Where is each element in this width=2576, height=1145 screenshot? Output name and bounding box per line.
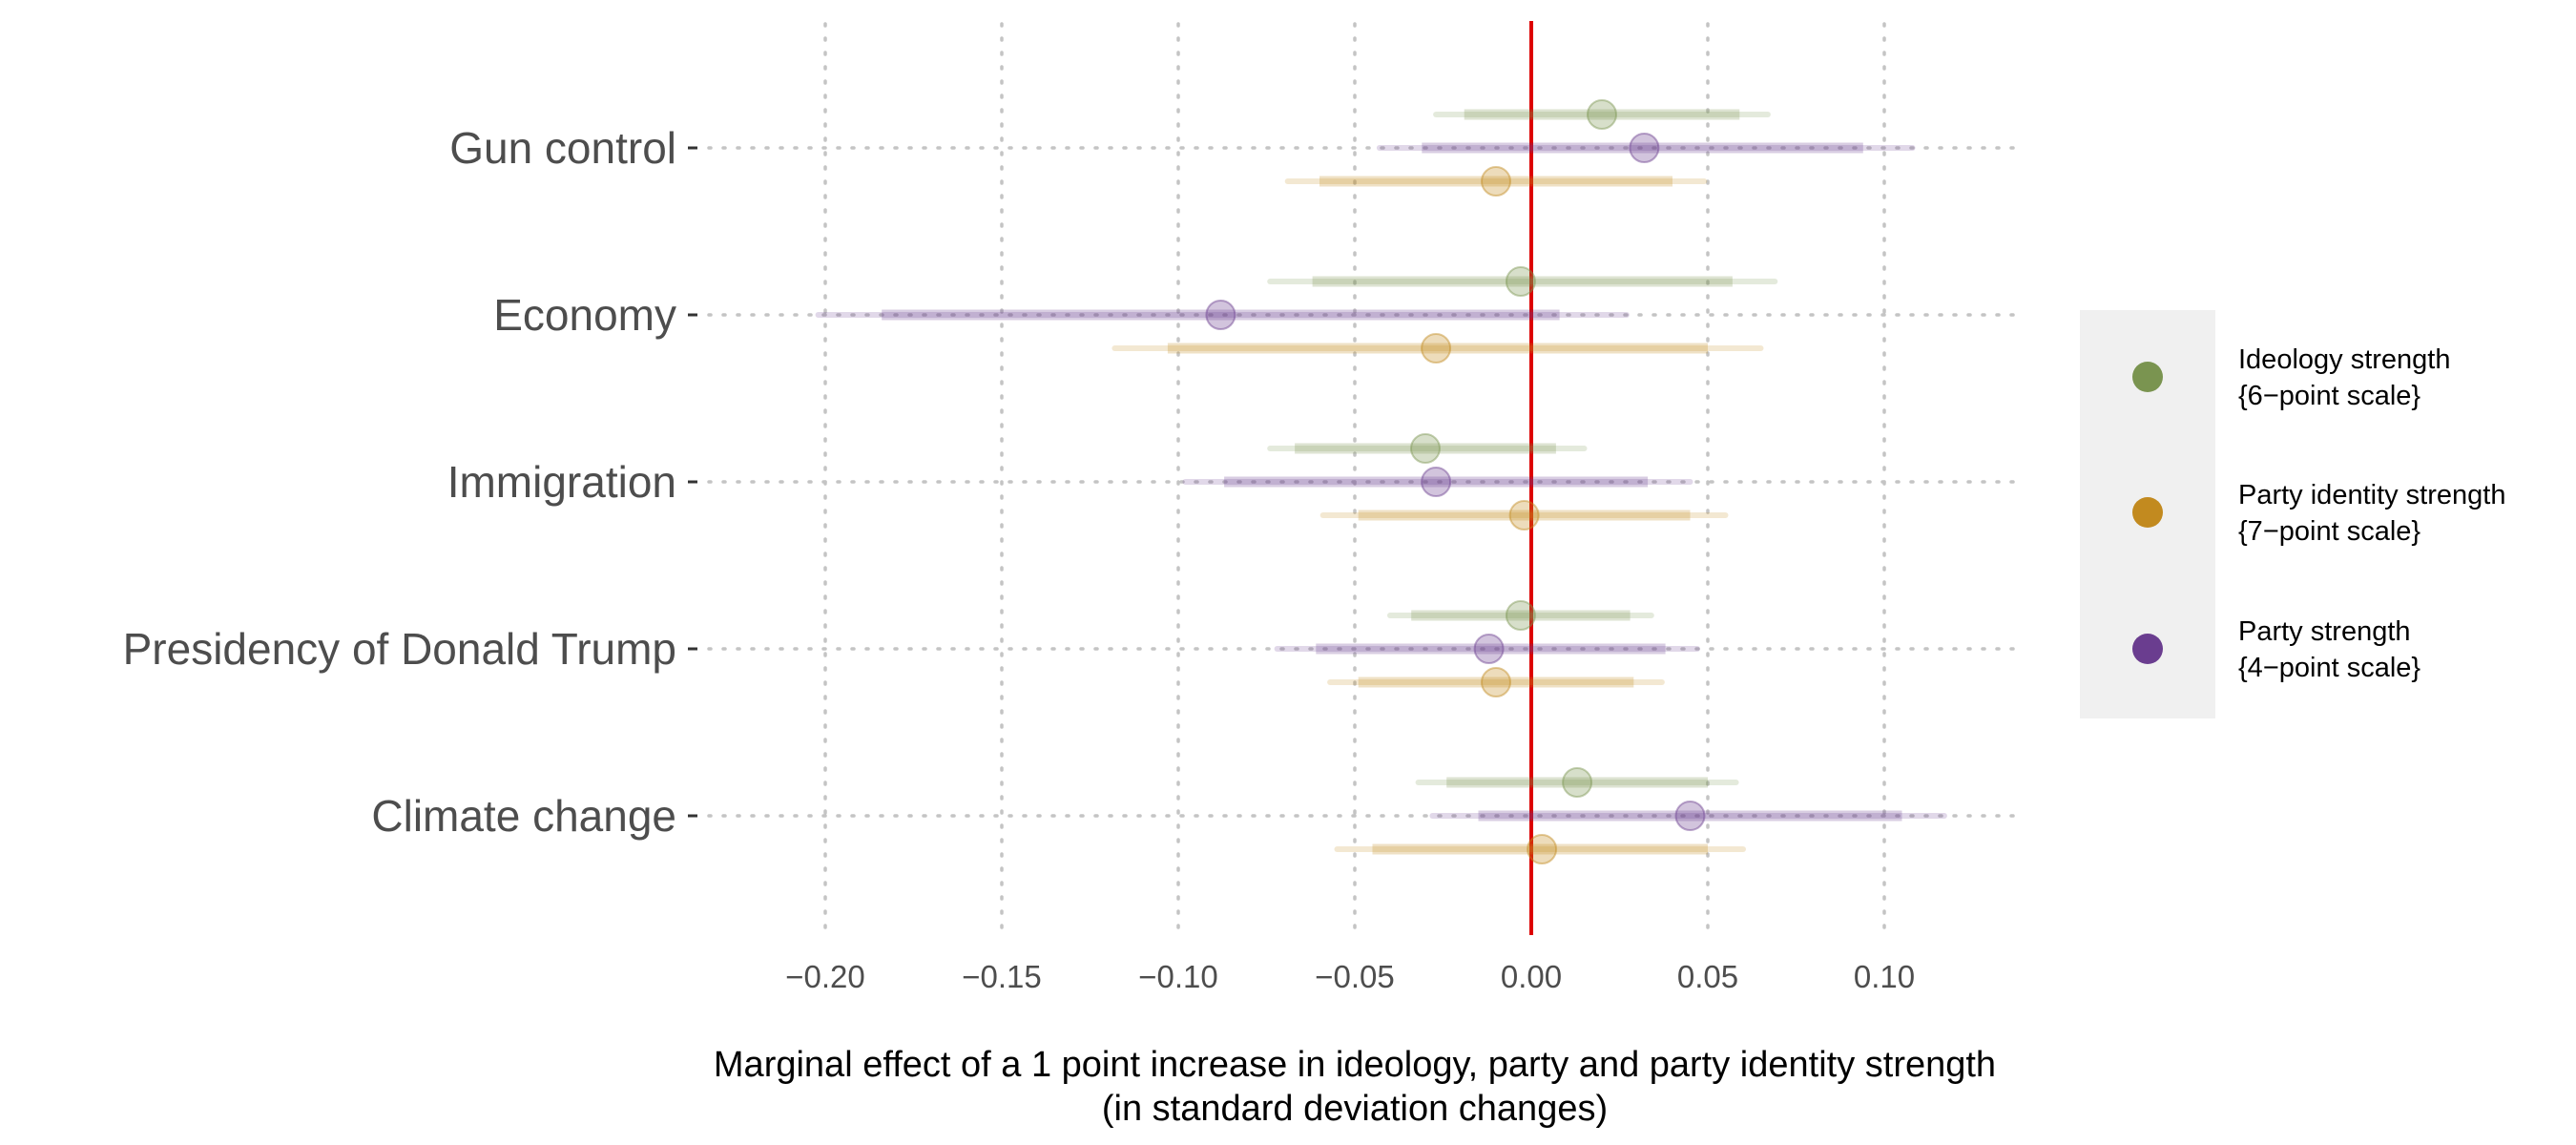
x-tick-label: 0.05	[1677, 959, 1738, 994]
x-axis-ticks: −0.20 −0.15 −0.10 −0.05 0.00 0.05 0.10	[785, 959, 1915, 994]
x-tick-label: −0.15	[962, 959, 1042, 994]
point-ideology-strength-economy	[1505, 266, 1536, 297]
point-party-identity-strength-presidency-of-donald-trump	[1481, 667, 1511, 697]
legend-label-ideology-strength: Ideology strength	[2238, 344, 2450, 375]
point-party-identity-strength-climate-change	[1527, 834, 1558, 864]
legend-label-party-identity-strength: Party identity strength	[2238, 480, 2505, 510]
point-estimates	[1205, 99, 1706, 864]
x-tick-label: 0.10	[1854, 959, 1915, 994]
legend-label-party-strength: Party strength	[2238, 616, 2411, 647]
point-party-identity-strength-gun-control	[1481, 166, 1511, 197]
point-ideology-strength-climate-change	[1562, 767, 1593, 798]
point-ideology-strength-immigration	[1410, 433, 1441, 464]
category-label-immigration: Immigration	[447, 457, 676, 507]
legend-key-party-strength	[2132, 634, 2163, 664]
grid-lines	[707, 22, 2015, 937]
category-label-climate-change: Climate change	[371, 791, 676, 841]
x-tick-label: −0.05	[1315, 959, 1395, 994]
point-party-identity-strength-economy	[1421, 333, 1452, 364]
point-party-strength-presidency-of-donald-trump	[1473, 634, 1505, 664]
category-label-presidency-of-donald-trump: Presidency of Donald Trump	[123, 624, 676, 674]
category-label-economy: Economy	[493, 290, 676, 340]
legend: Ideology strength {6−point scale} Party id…	[2080, 310, 2505, 718]
legend-key-party-identity-strength	[2132, 497, 2163, 528]
confidence-intervals	[815, 109, 1947, 855]
x-axis-title: Marginal effect of a 1 point increase in…	[714, 1045, 1996, 1085]
legend-key-ideology-strength	[2132, 362, 2163, 392]
point-ideology-strength-gun-control	[1587, 99, 1617, 130]
legend-sublabel-party-identity-strength: {7−point scale}	[2238, 516, 2420, 547]
point-ideology-strength-presidency-of-donald-trump	[1505, 600, 1536, 631]
point-party-strength-climate-change	[1674, 801, 1706, 831]
x-tick-label: −0.10	[1138, 959, 1218, 994]
point-party-strength-gun-control	[1629, 133, 1660, 163]
category-axis: Gun control Economy Immigration Presidency …	[123, 123, 697, 841]
x-tick-label: −0.20	[785, 959, 865, 994]
point-party-identity-strength-immigration	[1508, 500, 1540, 531]
point-party-strength-economy	[1205, 300, 1236, 330]
x-axis-title-line2: (in standard deviation changes)	[1102, 1089, 1608, 1129]
category-label-gun-control: Gun control	[449, 123, 676, 173]
x-tick-label: 0.00	[1501, 959, 1562, 994]
legend-sublabel-party-strength: {4−point scale}	[2238, 653, 2420, 683]
point-party-strength-immigration	[1421, 467, 1452, 497]
legend-sublabel-ideology-strength: {6−point scale}	[2238, 381, 2420, 411]
